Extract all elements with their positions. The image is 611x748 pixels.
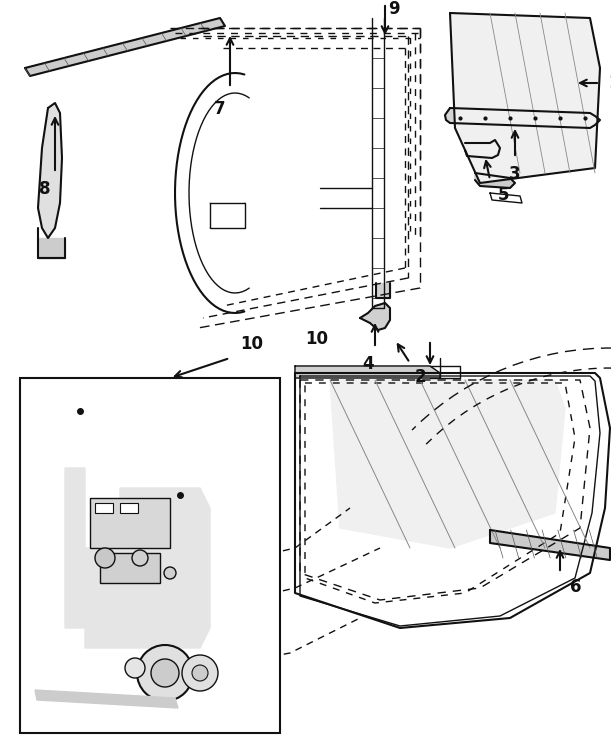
Polygon shape: [465, 140, 500, 158]
Polygon shape: [38, 238, 65, 258]
Polygon shape: [450, 13, 600, 183]
Text: 11: 11: [168, 405, 191, 423]
Text: 13: 13: [82, 710, 105, 728]
Bar: [90, 498, 170, 548]
Text: 1: 1: [608, 74, 611, 92]
Polygon shape: [490, 530, 610, 560]
Text: 12: 12: [170, 706, 193, 724]
Text: 10: 10: [305, 330, 328, 348]
Text: 3: 3: [509, 165, 521, 183]
Circle shape: [192, 665, 208, 681]
Polygon shape: [35, 690, 178, 708]
Text: 2: 2: [415, 368, 426, 386]
Polygon shape: [65, 468, 210, 648]
Bar: [210, 203, 245, 228]
Text: 4: 4: [362, 355, 374, 373]
Text: 10: 10: [240, 335, 263, 353]
Polygon shape: [330, 380, 565, 548]
Text: 7: 7: [214, 100, 226, 118]
Text: 9: 9: [388, 0, 400, 18]
Bar: [20, 378, 280, 733]
Polygon shape: [475, 173, 515, 188]
Circle shape: [182, 655, 218, 691]
Polygon shape: [360, 303, 390, 330]
Polygon shape: [25, 18, 225, 76]
Circle shape: [164, 567, 176, 579]
Bar: [100, 553, 160, 583]
Polygon shape: [376, 283, 390, 298]
Text: 8: 8: [39, 180, 51, 198]
Circle shape: [132, 550, 148, 566]
Text: 5: 5: [498, 186, 510, 204]
Bar: [120, 503, 138, 513]
Polygon shape: [295, 366, 440, 378]
Circle shape: [137, 645, 193, 701]
Circle shape: [125, 658, 145, 678]
Polygon shape: [445, 108, 600, 128]
Circle shape: [151, 659, 179, 687]
Circle shape: [95, 548, 115, 568]
Polygon shape: [38, 103, 62, 238]
Text: 6: 6: [570, 578, 582, 596]
Bar: [95, 503, 113, 513]
